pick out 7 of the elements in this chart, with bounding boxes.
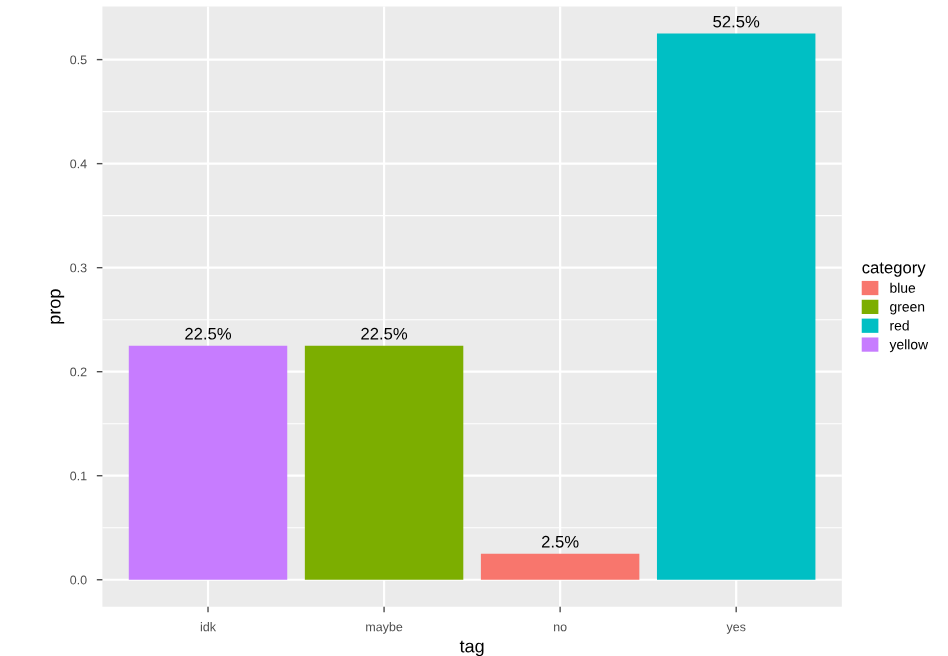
data-label: 52.5% [713,15,760,28]
y-axis-title: prop [50,289,65,324]
data-label: 2.5% [541,535,579,548]
legend-title: category [862,262,926,277]
data-label: 22.5% [361,327,408,340]
data-label: 22.5% [185,327,232,340]
x-axis-title: tag [459,640,484,656]
